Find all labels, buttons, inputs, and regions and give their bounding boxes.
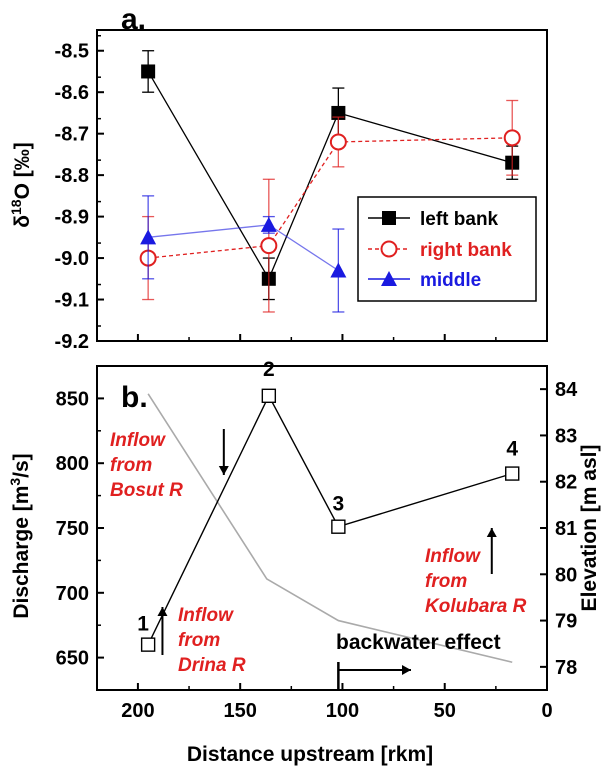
annotation-drina-text-line: Drina R [178,655,246,676]
legend-marker-middle [381,271,397,286]
y-tick-label: -8.5 [55,41,89,63]
discharge-point-label: 2 [263,358,275,381]
x-tick-label: 50 [434,700,456,722]
panel-b-label: b. [121,381,148,414]
legend-entry-right-bank: right bank [368,240,512,261]
legend-entry-middle: middle [368,270,481,291]
legend-entry-left-bank: left bank [368,209,499,230]
panel-b-left-y-ticks: 650 700 750 800 850 [56,388,104,670]
point-left-bank [141,64,156,79]
panel-a-series [139,50,521,313]
annotation-bosut-text: Inflow from Bosut R [110,430,183,501]
panel-a-label: a. [121,3,146,36]
left-y-tick-label: 700 [56,583,89,605]
panel-b-left-y-label-pre: Discharge [m [10,486,33,619]
elevation-line [147,393,513,664]
discharge-point [331,519,346,534]
annotation-bosut-arrow-head [218,466,229,475]
discharge-point-label: 1 [137,613,149,636]
discharge-point [505,466,520,481]
panel-b-right-y-axis-label: Elevation [m asl] [578,445,601,612]
series-line-middle [148,224,339,272]
annotation-backwater-text-line: backwater effect [336,631,501,654]
y-tick-label: -8.6 [55,82,89,104]
point-right-bank [260,237,278,255]
y-tick-label: -8.7 [55,124,89,146]
y-tick-label: -8.8 [55,165,89,187]
panel-b-left-y-axis-label: Discharge [m3/s] [7,453,33,618]
x-tick-label: 100 [326,700,359,722]
annotation-drina-text-line: Inflow [178,605,234,626]
y-tick-label: -9.1 [55,290,89,312]
panel-a-y-axis-label-sup: 18 [8,199,24,215]
y-tick-label: -9.2 [55,331,89,353]
right-y-tick-label: 79 [555,611,577,633]
legend-label-middle: middle [420,270,481,291]
discharge-point-label: 3 [333,493,345,516]
series-middle [140,195,347,313]
annotation-drina-text-line: from [178,630,220,651]
discharge-point [140,637,156,652]
point-middle [140,229,157,245]
x-tick-label: 150 [223,700,256,722]
annotation-kolubara-text: Inflow from Kolubara R [425,546,527,617]
panel-b-x-ticks: 200 150 100 50 0 [121,683,553,722]
x-tick-label: 0 [541,700,552,722]
legend-label-right-bank: right bank [420,240,512,261]
panel-a-x-ticks [136,334,548,341]
annotation-kolubara-text-line: Kolubara R [425,596,527,617]
right-y-tick-label: 84 [555,379,578,401]
panel-b-left-y-label-sup: 3 [7,478,23,486]
legend-label-left-bank: left bank [420,209,499,230]
annotation-kolubara-arrow-head [486,528,497,537]
right-y-tick-label: 82 [555,472,577,494]
annotation-bosut-text-line: from [110,455,152,476]
annotation-drina-text: Inflow from Drina R [178,605,246,676]
annotation-bosut-text-line: Bosut R [110,480,183,501]
y-tick-label: -9.0 [55,248,89,270]
annotation-bosut-text-line: Inflow [110,430,166,451]
left-y-tick-label: 850 [56,388,89,410]
y-tick-label: -8.9 [55,207,89,229]
panel-a: a. -9.2 -9.1 -9.0 -8.9 -8.8 -8.7 -8.6 -8.5 δ18O… [8,3,548,353]
annotation-backwater-text: backwater effect [336,631,501,654]
left-y-tick-label: 750 [56,518,89,540]
right-y-tick-label: 80 [555,564,577,586]
legend-marker-right-bank [380,240,398,258]
series-line-left-bank [147,71,513,281]
annotation-drina-arrow-head [157,607,168,616]
annotation-backwater-arrow-head [402,665,411,675]
panel-a-y-axis-label-rest: O [‰] [11,142,34,199]
panel-a-plot-area [96,29,548,342]
annotation-kolubara-text-line: Inflow [425,546,481,567]
point-right-bank [329,133,347,151]
left-y-tick-label: 650 [56,648,89,670]
discharge-point [261,388,277,404]
panel-b-x-axis-label: Distance upstream [rkm] [187,743,433,766]
legend: left bank right bank middle [357,196,537,302]
series-line-right-bank [148,137,513,259]
right-y-tick-label: 83 [555,425,577,447]
panel-a-y-axis-label: δ18O [‰] [8,142,34,227]
panel-a-y-ticks: -9.2 -9.1 -9.0 -8.9 -8.8 -8.7 -8.6 -8.5 [55,34,104,353]
discharge-line [147,394,513,645]
point-middle [260,216,277,232]
discharge-point-label: 4 [506,438,518,461]
panel-b-right-y-ticks: 78 79 80 81 82 83 84 [540,379,578,679]
panel-a-y-axis-label-main: δ [11,215,34,228]
right-y-tick-label: 81 [555,518,577,540]
right-y-tick-label: 78 [555,657,577,679]
panel-b-series: 1 2 3 4 [137,358,520,664]
point-middle [330,262,347,278]
panel-b-left-y-label-post: /s] [10,453,33,478]
annotation-kolubara-text-line: from [425,571,467,592]
x-tick-label: 200 [121,700,154,722]
legend-marker-left-bank [382,211,396,225]
left-y-tick-label: 800 [56,453,89,475]
point-right-bank [503,129,521,147]
